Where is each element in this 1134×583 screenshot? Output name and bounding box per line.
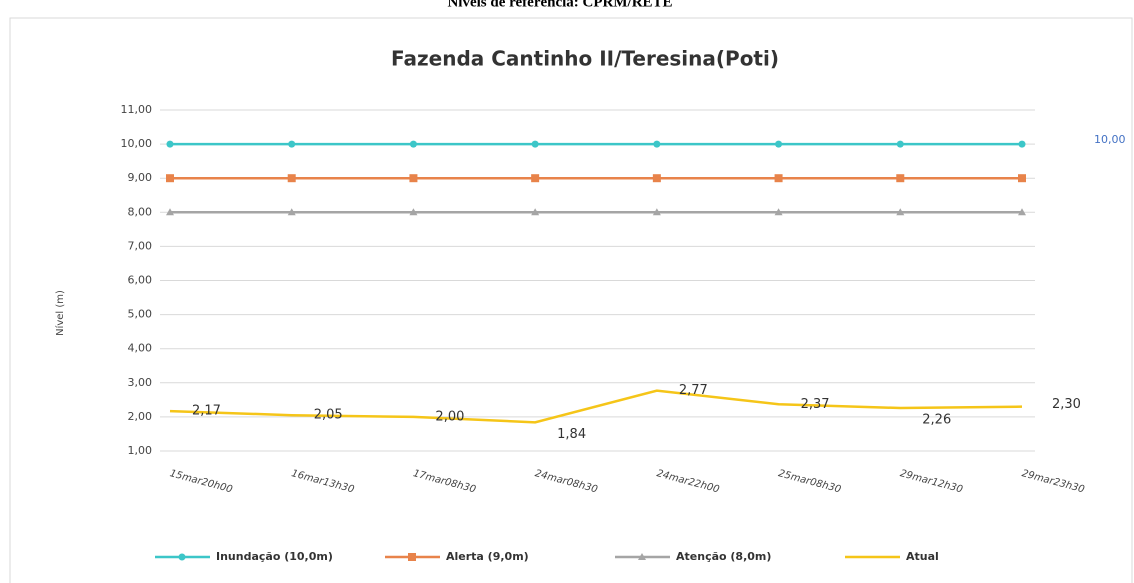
y-tick-label: 11,00 [121, 103, 153, 116]
y-tick-label: 1,00 [128, 444, 153, 457]
marker [409, 208, 418, 216]
marker [1018, 208, 1026, 216]
marker [652, 208, 661, 216]
y-axis-label: Nível (m) [54, 290, 66, 336]
marker [531, 208, 540, 216]
marker [1018, 174, 1026, 183]
y-tick-label: 9,00 [128, 171, 153, 184]
marker [531, 174, 540, 183]
y-tick-label: 5,00 [128, 308, 153, 321]
marker [774, 174, 783, 183]
chart-title: Fazenda Cantinho II/Teresina(Poti) [391, 47, 779, 71]
value-label: 10,00 [1094, 133, 1126, 146]
marker [775, 140, 783, 148]
marker [166, 174, 174, 183]
marker [288, 140, 296, 148]
marker [1018, 140, 1026, 148]
legend-label: Atual [906, 550, 939, 563]
y-tick-label: 8,00 [128, 205, 153, 218]
marker [409, 174, 418, 183]
legend-marker [408, 553, 416, 561]
series-line [169, 389, 1023, 424]
legend-marker [638, 553, 646, 560]
y-tick-label: 10,00 [121, 137, 153, 150]
value-label: 1,84 [557, 427, 586, 442]
value-label: 2,00 [435, 409, 464, 424]
y-tick-label: 7,00 [128, 239, 153, 252]
value-label: 2,30 [1052, 397, 1081, 412]
y-tick-label: 4,00 [128, 342, 153, 355]
marker [896, 208, 905, 216]
marker [166, 208, 174, 216]
marker [896, 140, 904, 148]
marker [653, 140, 661, 148]
y-tick-label: 3,00 [128, 376, 153, 389]
value-label: 2,26 [922, 413, 951, 428]
marker [652, 174, 661, 183]
legend-marker [178, 553, 186, 561]
marker [409, 140, 417, 148]
y-tick-label: 6,00 [128, 274, 153, 287]
legend-label: Inundação (10,0m) [216, 550, 333, 563]
legend-label: Atenção (8,0m) [676, 550, 771, 563]
marker [287, 208, 296, 216]
marker [774, 208, 783, 216]
value-label: 2,77 [679, 383, 708, 398]
legend-label: Alerta (9,0m) [446, 550, 529, 563]
marker [531, 140, 539, 148]
marker [287, 174, 296, 183]
marker [896, 174, 905, 183]
value-label: 2,17 [192, 404, 221, 419]
caption: Níveis de referência: CPRM/RETE [447, 0, 672, 10]
value-label: 2,05 [314, 408, 343, 423]
marker [166, 140, 174, 148]
value-label: 2,37 [801, 397, 830, 412]
chart-frame [9, 17, 1133, 583]
y-tick-label: 2,00 [128, 410, 153, 423]
